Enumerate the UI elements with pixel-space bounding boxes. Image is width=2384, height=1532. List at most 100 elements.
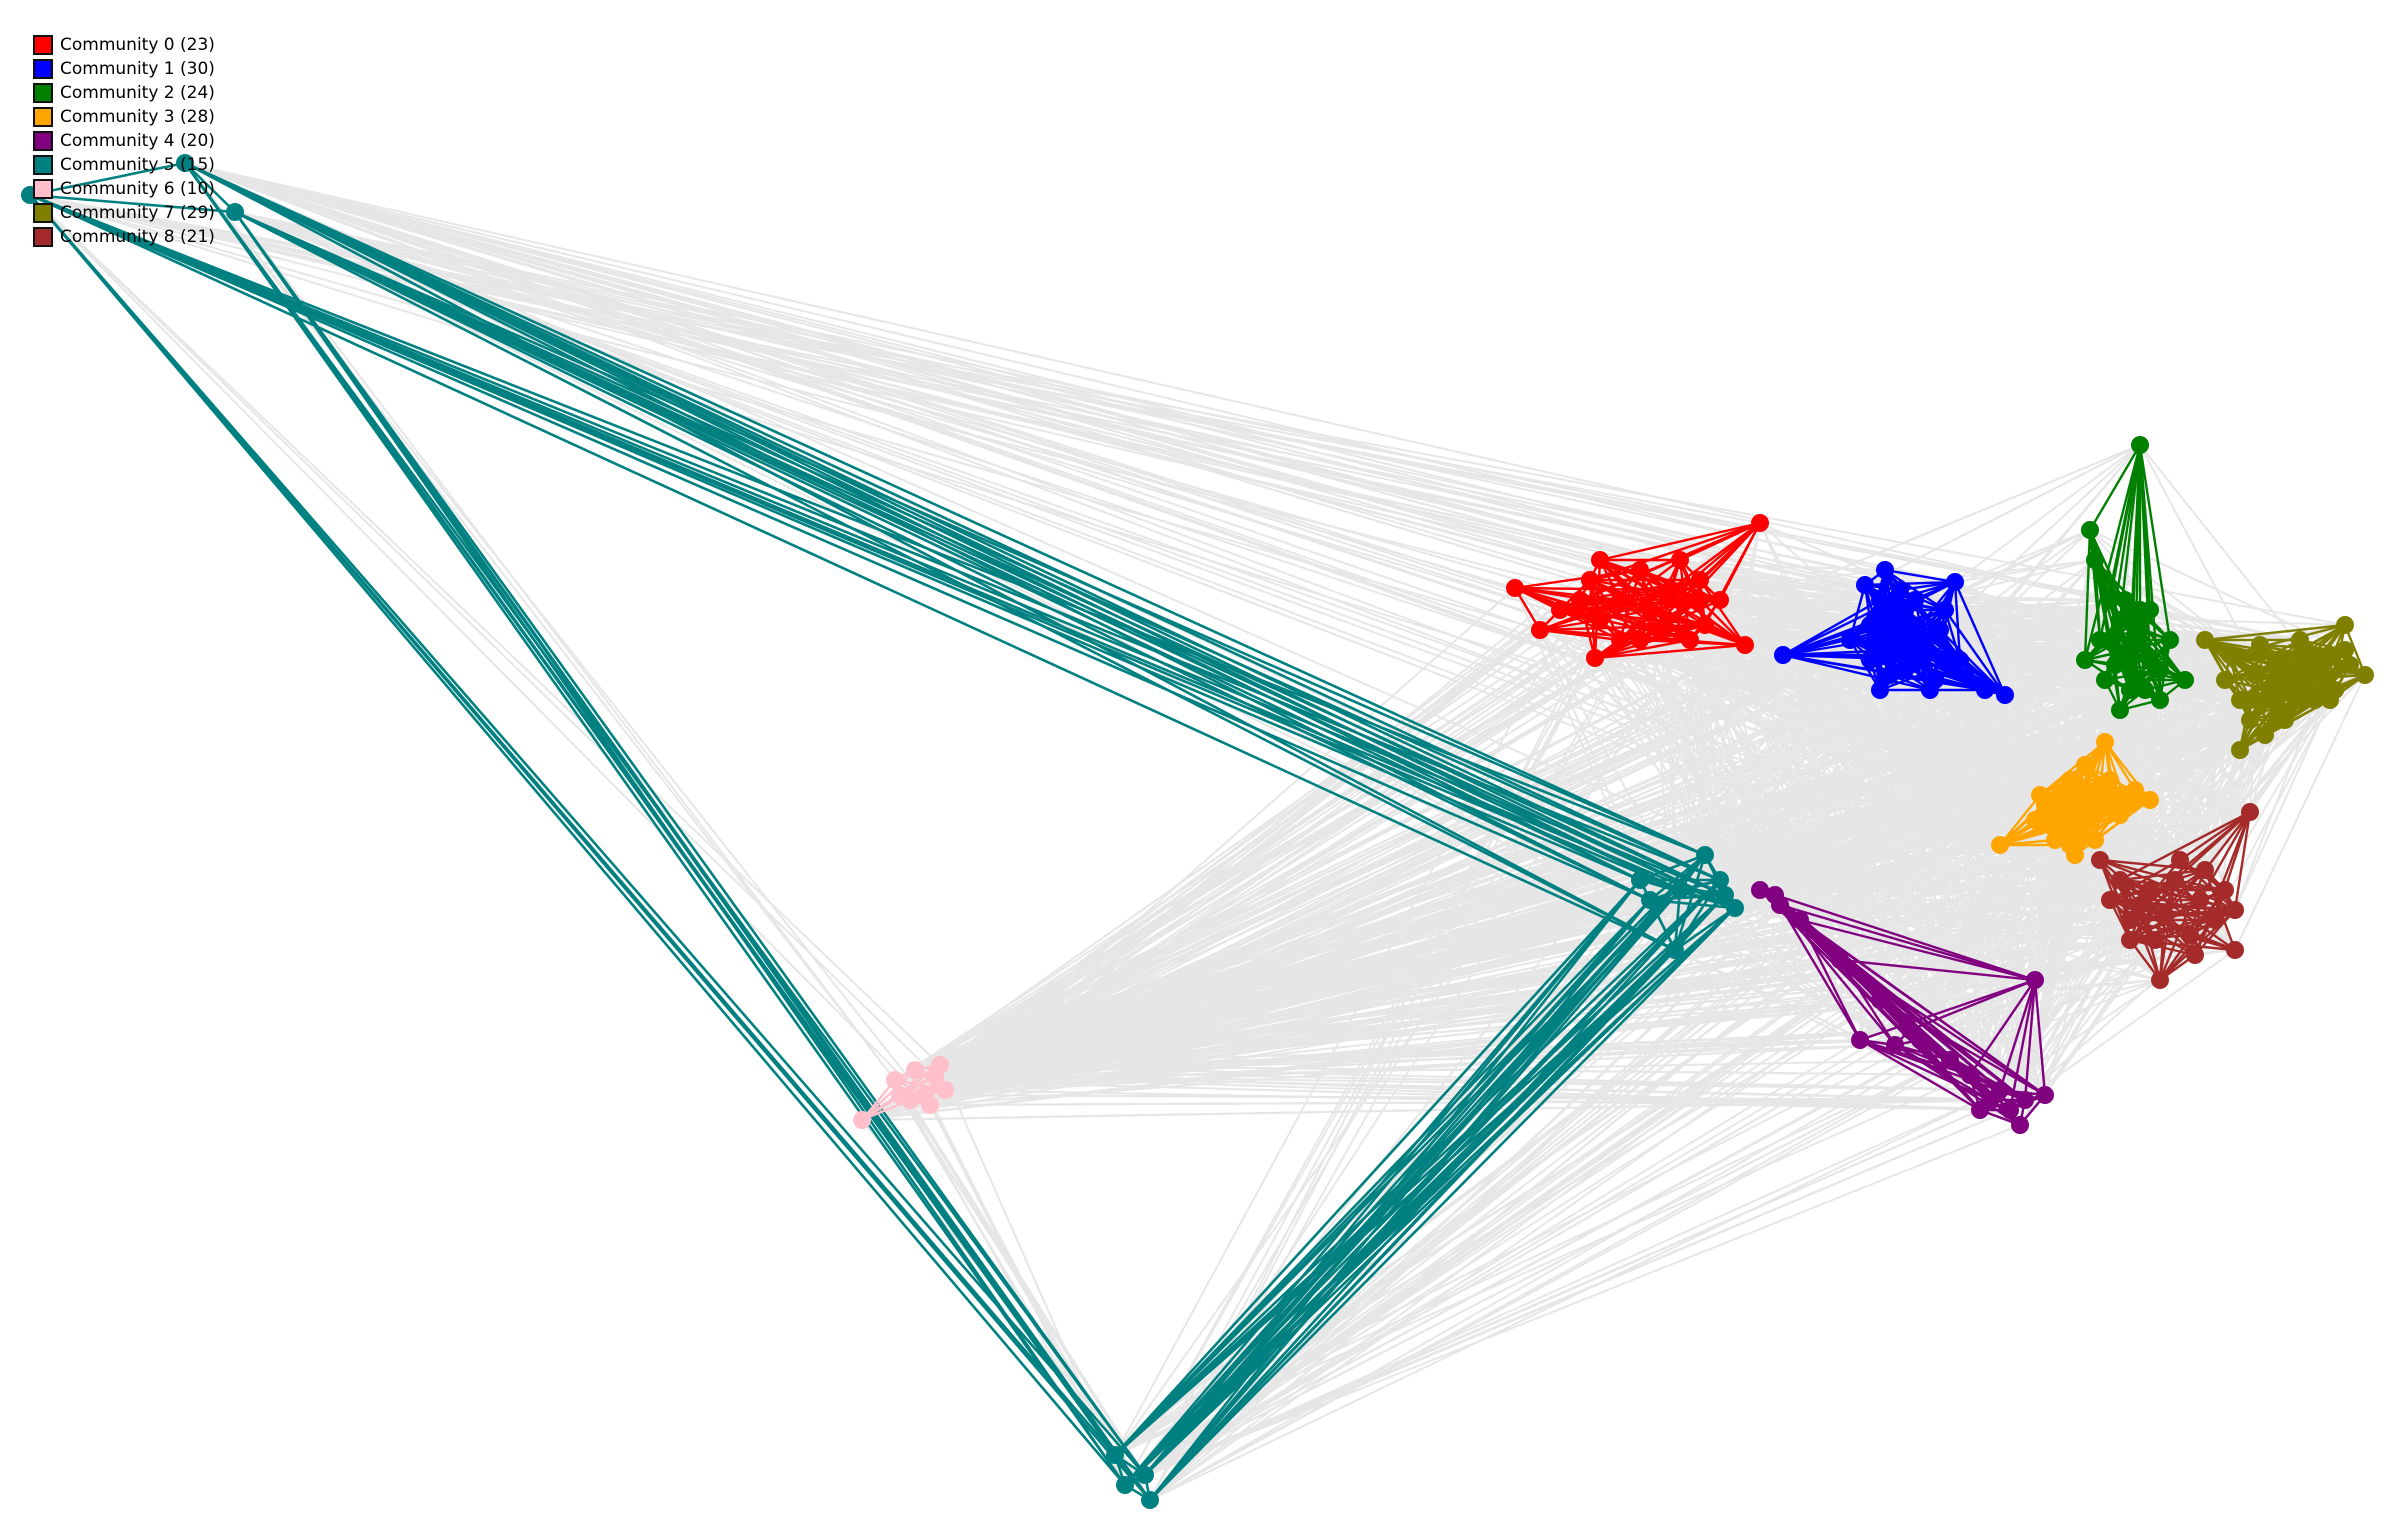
community-0-edge: [1559, 608, 1706, 627]
inter-community-edge: [1144, 1039, 1861, 1476]
community-8-node: [2141, 881, 2159, 899]
community-7-node: [2336, 616, 2354, 634]
inter-community-edge: [1989, 899, 2201, 1101]
community-6-node: [853, 1111, 871, 1129]
community-0-node: [1736, 636, 1754, 654]
community-2-node: [2176, 671, 2194, 689]
community-2-node: [2131, 436, 2149, 454]
community-8-node: [2226, 901, 2244, 919]
community-3-node: [2051, 786, 2069, 804]
community-3-node: [2061, 836, 2079, 854]
inter-community-edge: [934, 859, 2181, 1076]
community-0-edge: [1589, 579, 1641, 641]
inter-community-edge: [1679, 859, 2101, 891]
community-2-edge: [2113, 609, 2142, 666]
community-5-edge: [184, 161, 1736, 910]
inter-community-edge: [184, 162, 2111, 601]
community-3-node: [2061, 771, 2079, 789]
community-5-edge: [1114, 879, 1641, 1456]
community-4-node: [1941, 1051, 1959, 1069]
legend-swatch: [33, 227, 53, 247]
inter-community-edge: [1124, 1109, 1981, 1486]
community-7-node: [2196, 631, 2214, 649]
community-8-edge: [2119, 810, 2251, 882]
inter-community-edge: [914, 599, 1721, 1071]
community-7-node: [2261, 681, 2279, 699]
legend-label: Community 8 (21): [60, 227, 215, 247]
community-0-edge: [1619, 579, 1701, 641]
community-2-node: [2161, 631, 2179, 649]
inter-community-edge: [2204, 699, 2251, 871]
community-8-node: [2131, 896, 2149, 914]
inter-community-edge: [894, 589, 1671, 1081]
community-8-edge: [2204, 811, 2251, 871]
inter-community-edge: [1124, 1089, 2001, 1486]
community-3-node: [2076, 756, 2094, 774]
community-5-edge: [233, 211, 1127, 1486]
community-3-node: [2026, 811, 2044, 829]
community-5-edge: [234, 210, 1676, 952]
inter-community-edge: [914, 654, 1784, 1071]
graph-nodes: [21, 154, 2374, 1509]
legend-item: Community 6 (10): [33, 177, 215, 201]
community-8-edge: [2099, 858, 2176, 882]
legend-swatch: [33, 59, 53, 79]
community-5-edge: [1114, 879, 1721, 1456]
community-1-node: [1921, 681, 1939, 699]
community-3-edge: [2039, 741, 2106, 796]
community-1-node: [1931, 621, 1949, 639]
community-5-edge: [1144, 889, 1681, 1476]
inter-community-edge: [909, 879, 2176, 1101]
community-0-node: [1691, 591, 1709, 609]
inter-community-edge: [2234, 699, 2331, 911]
legend-label: Community 2 (24): [60, 83, 215, 103]
community-8-node: [2226, 941, 2244, 959]
community-3-node: [2036, 796, 2054, 814]
community-5-edge: [1124, 899, 1651, 1486]
community-0-edge: [1594, 638, 1691, 660]
community-5-edge: [233, 211, 1152, 1501]
community-7-edge: [2229, 623, 2346, 657]
community-5-node: [1711, 871, 1729, 889]
community-0-node: [1661, 581, 1679, 599]
community-5-edge: [1114, 907, 1736, 1456]
community-8-node: [2121, 931, 2139, 949]
community-4-edge: [1799, 919, 2026, 1101]
community-2-node: [2151, 661, 2169, 679]
community-5-edge: [1149, 949, 1676, 1501]
community-3-node: [2046, 831, 2064, 849]
legend-label: Community 0 (23): [60, 35, 215, 55]
community-1-node: [1936, 601, 1954, 619]
community-8-edge: [2179, 859, 2236, 911]
community-0-node: [1691, 571, 1709, 589]
community-8-edge: [2233, 811, 2252, 911]
community-4-edge: [1859, 1038, 1991, 1102]
community-1-edge: [1782, 598, 1881, 657]
community-4-edge: [1779, 903, 2036, 982]
community-1-node: [1901, 616, 1919, 634]
legend-swatch: [33, 179, 53, 199]
legend-swatch: [33, 131, 53, 151]
community-2-edge: [2093, 559, 2102, 641]
community-2-node: [2076, 651, 2094, 669]
community-4-edge: [1894, 1043, 1991, 1102]
inter-community-edge: [899, 659, 2321, 1096]
community-7-node: [2221, 646, 2239, 664]
community-4-node: [2016, 1091, 2034, 1109]
community-8-node: [2151, 971, 2169, 989]
community-4-node: [1961, 1066, 1979, 1084]
community-8-edge: [2119, 868, 2206, 882]
community-7-node: [2326, 681, 2344, 699]
inter-community-edge: [1149, 899, 2201, 1501]
community-1-node: [1866, 631, 1884, 649]
community-4-node: [1831, 951, 1849, 969]
community-5-edge: [1149, 899, 1651, 1501]
community-4-node: [2036, 1086, 2054, 1104]
community-5-edge: [184, 161, 1721, 882]
community-5-node: [1666, 941, 1684, 959]
community-0-edge: [1599, 521, 1761, 562]
community-2-node: [2081, 521, 2099, 539]
community-1-node: [1891, 581, 1909, 599]
community-3-node: [2141, 791, 2159, 809]
community-2-node: [2116, 591, 2134, 609]
